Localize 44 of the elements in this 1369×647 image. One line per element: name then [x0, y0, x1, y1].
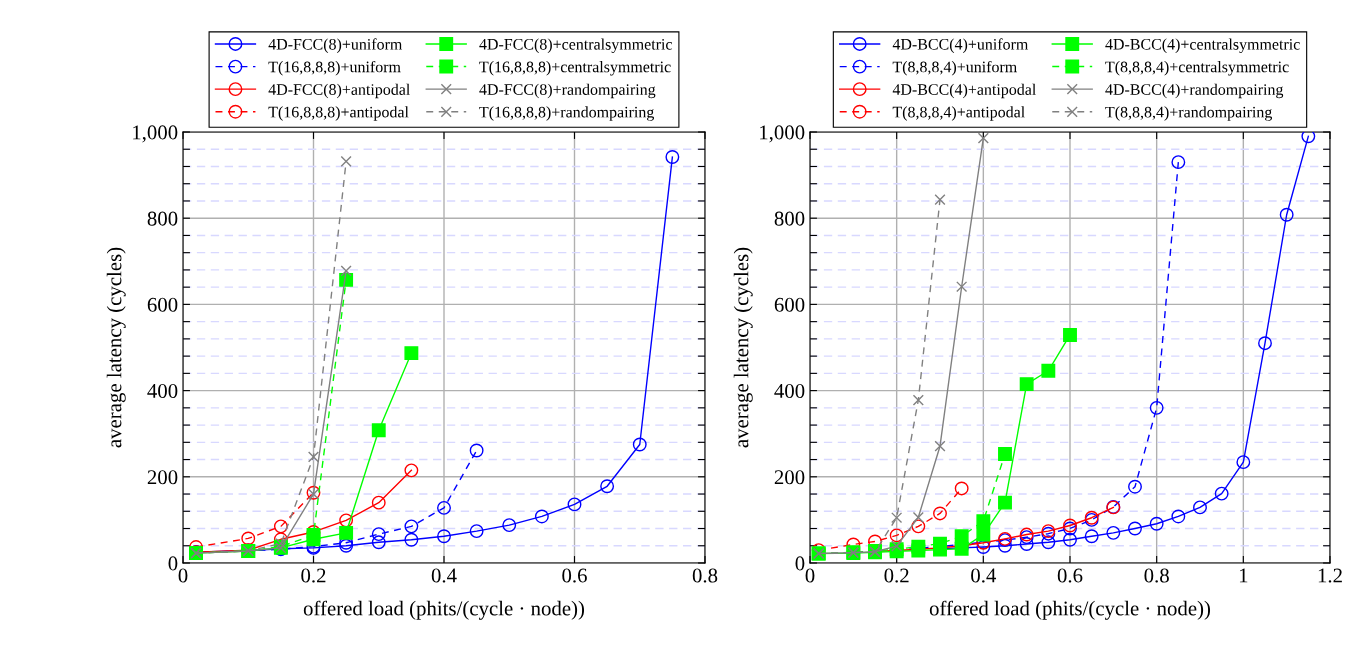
legend-label: T(8,8,8,4)+antipodal — [892, 106, 1025, 121]
y-tick-label: 600 — [147, 297, 178, 312]
x-tick-label: 1.2 — [1318, 568, 1342, 583]
y-axis-title: average latency (cycles) — [106, 247, 126, 448]
legend-label: T(8,8,8,4)+uniform — [892, 60, 1017, 76]
x-tick-label: 0.4 — [971, 568, 997, 583]
x-tick-label: 1 — [1239, 568, 1248, 583]
x-tick-label: 0.8 — [1144, 568, 1169, 583]
legend-label: T(16,8,8,8)+uniform — [268, 60, 401, 76]
legend-label: 4D-BCC(4)+centralsymmetric — [1105, 38, 1300, 53]
legend-label: T(16,8,8,8)+randompairing — [479, 106, 655, 121]
x-tick-label: 0.4 — [431, 568, 457, 583]
y-tick-label: 600 — [774, 297, 805, 312]
y-tick-label: 1,000 — [133, 125, 178, 143]
legend-label: 4D-FCC(8)+centralsymmetric — [479, 38, 673, 53]
legend-label: T(8,8,8,4)+centralsymmetric — [1105, 61, 1289, 76]
x-tick-label: 0 — [805, 568, 815, 583]
x-tick-label: 0.6 — [1057, 568, 1083, 583]
y-tick-label: 200 — [147, 470, 178, 485]
legend-label: T(8,8,8,4)+randompairing — [1105, 106, 1273, 121]
y-tick-label: 0 — [795, 556, 805, 571]
legend-label: 4D-FCC(8)+antipodal — [268, 83, 410, 99]
legend-label: T(16,8,8,8)+centralsymmetric — [479, 61, 671, 76]
legend-label: 4D-FCC(8)+randompairing — [479, 83, 656, 99]
y-tick-label: 800 — [147, 211, 178, 226]
y-tick-label: 400 — [774, 383, 805, 399]
legend-label: 4D-BCC(4)+randompairing — [1105, 83, 1284, 99]
y-tick-label: 400 — [147, 383, 178, 399]
x-tick-label: 0.6 — [562, 568, 587, 583]
x-axis-title: offered load (phits/(cycle · node)) — [303, 600, 585, 620]
y-tick-label: 200 — [774, 470, 805, 485]
x-tick-label: 0 — [178, 568, 188, 583]
y-tick-label: 1,000 — [760, 125, 805, 143]
legend-label: 4D-FCC(8)+uniform — [268, 38, 403, 53]
legend-label: 4D-BCC(4)+antipodal — [892, 83, 1036, 99]
x-axis-title: offered load (phits/(cycle · node)) — [929, 600, 1211, 620]
y-tick-label: 0 — [168, 556, 178, 571]
x-tick-label: 0.2 — [884, 568, 909, 583]
x-tick-label: 0.8 — [692, 568, 718, 583]
legend-label: 4D-BCC(4)+uniform — [892, 38, 1029, 53]
y-axis-title: average latency (cycles) — [733, 247, 753, 448]
legend-label: T(16,8,8,8)+antipodal — [268, 106, 409, 121]
y-tick-label: 800 — [774, 211, 805, 226]
x-tick-label: 0.2 — [301, 568, 326, 583]
